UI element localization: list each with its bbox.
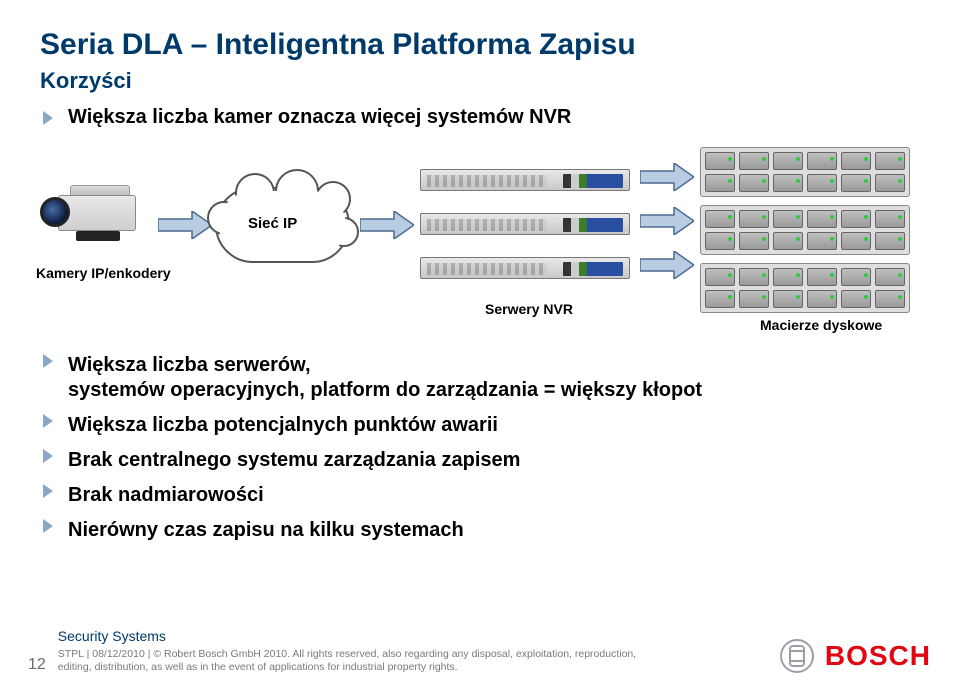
arrow-bullet-icon: [42, 413, 58, 429]
bosch-wordmark: BOSCH: [825, 640, 931, 672]
footer-text: Security Systems STPL | 08/12/2010 | © R…: [58, 628, 658, 674]
disk-array: [700, 147, 910, 197]
bullet-row: Większa liczba serwerów, systemów operac…: [42, 353, 919, 403]
bullet-text: Większa liczba potencjalnych punktów awa…: [68, 413, 498, 438]
bosch-logo: BOSCH: [779, 638, 931, 674]
arrays-label: Macierze dyskowe: [760, 317, 882, 333]
slide-title: Seria DLA – Inteligentna Platforma Zapis…: [40, 28, 919, 62]
server-unit: [420, 213, 630, 235]
cloud-label: Sieć IP: [248, 215, 297, 232]
nvr-servers: [420, 169, 640, 301]
top-bullet-row: Większa liczba kamer oznacza więcej syst…: [42, 106, 919, 129]
block-arrow-icon: [640, 163, 694, 191]
arrow-bullet-icon: [42, 483, 58, 499]
slide: Seria DLA – Inteligentna Platforma Zapis…: [0, 0, 959, 688]
bullet-text: Większa liczba serwerów, systemów operac…: [68, 353, 702, 403]
bullet-text: Nierówny czas zapisu na kilku systemach: [68, 518, 464, 543]
arrow-bullet-icon: [42, 518, 58, 534]
bosch-armature-icon: [779, 638, 815, 674]
footer-legal: STPL | 08/12/2010 | © Robert Bosch GmbH …: [58, 648, 658, 674]
camera-icon: [40, 179, 150, 255]
page-number: 12: [28, 656, 46, 674]
arrow-bullet-icon: [42, 110, 58, 126]
bullet-row: Większa liczba potencjalnych punktów awa…: [42, 413, 919, 438]
bullet-row: Nierówny czas zapisu na kilku systemach: [42, 518, 919, 543]
top-bullet-text: Większa liczba kamer oznacza więcej syst…: [68, 106, 571, 129]
architecture-diagram: Kamery IP/enkodery Sieć IP Serwery NVR: [40, 139, 920, 339]
servers-label: Serwery NVR: [485, 301, 573, 317]
server-unit: [420, 257, 630, 279]
block-arrow-icon: [360, 211, 414, 239]
slide-subtitle: Korzyści: [40, 68, 919, 94]
arrow-bullet-icon: [42, 448, 58, 464]
disk-array: [700, 263, 910, 313]
bullet-text: Brak nadmiarowości: [68, 483, 264, 508]
bullet-list: Większa liczba serwerów, systemów operac…: [40, 353, 919, 543]
slide-footer: 12 Security Systems STPL | 08/12/2010 | …: [0, 616, 959, 688]
footer-security-systems: Security Systems: [58, 628, 658, 646]
disk-arrays: [700, 147, 910, 321]
footer-left: 12 Security Systems STPL | 08/12/2010 | …: [28, 628, 658, 674]
disk-array: [700, 205, 910, 255]
bullet-row: Brak centralnego systemu zarządzania zap…: [42, 448, 919, 473]
bullet-text: Brak centralnego systemu zarządzania zap…: [68, 448, 520, 473]
bullet-row: Brak nadmiarowości: [42, 483, 919, 508]
block-arrow-icon: [640, 207, 694, 235]
arrow-bullet-icon: [42, 353, 58, 369]
server-unit: [420, 169, 630, 191]
block-arrow-icon: [640, 251, 694, 279]
block-arrow-icon: [158, 211, 212, 239]
camera-label: Kamery IP/enkodery: [36, 265, 171, 281]
